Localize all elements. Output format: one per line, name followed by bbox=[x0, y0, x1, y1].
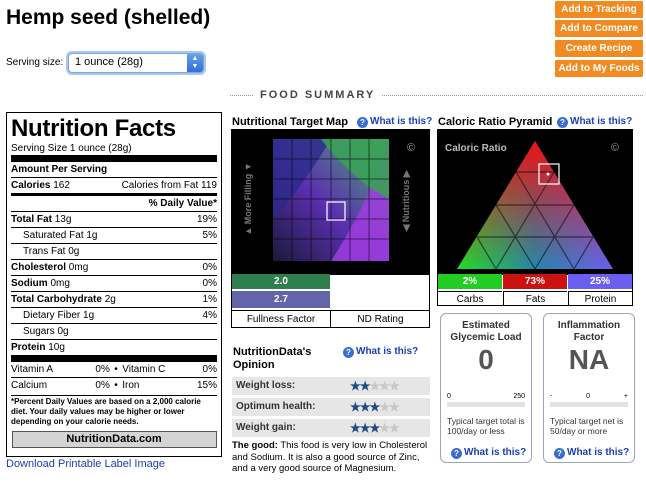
brand-link[interactable]: NutritionData.com bbox=[11, 431, 217, 448]
add-to-tracking-button[interactable]: Add to Tracking bbox=[555, 1, 643, 18]
fats-label: Fats bbox=[503, 291, 567, 306]
glycemic-help-link[interactable]: ? What is this? bbox=[451, 447, 526, 459]
serving-size-line: Serving Size 1 ounce (28g) bbox=[11, 143, 132, 154]
fullness-factor-label: Fullness Factor bbox=[232, 310, 330, 328]
inflammation-note: Typical target net is 50/day or more bbox=[550, 416, 624, 436]
glycemic-load-box: Estimated Glycemic Load 0 0 250 Typical t… bbox=[440, 313, 532, 463]
opinion-title: NutritionData's Opinion bbox=[233, 346, 312, 371]
opinion-help-link[interactable]: ? What is this? bbox=[343, 346, 418, 358]
serving-size-value: 1 ounce (28g) bbox=[75, 56, 143, 68]
saturated-fat-row: Saturated Fat 1g 5% bbox=[11, 227, 217, 243]
dietary-fiber-row: Dietary Fiber 1g 4% bbox=[11, 307, 217, 323]
inflammation-scale bbox=[550, 402, 628, 407]
nutrition-facts-title: Nutrition Facts bbox=[11, 115, 176, 142]
page-title: Hemp seed (shelled) bbox=[6, 6, 211, 29]
weight-loss-row: Weight loss: ★★★★★ bbox=[232, 377, 430, 395]
section-divider bbox=[230, 95, 643, 96]
inflammation-value: NA bbox=[568, 344, 610, 375]
nd-rating-label: ND Rating bbox=[330, 310, 430, 328]
svg-text:©: © bbox=[407, 142, 415, 154]
weight-loss-stars: ★★★★★ bbox=[350, 379, 400, 393]
inflammation-factor-box: Inflammation Factor NA -0 + Typical targe… bbox=[543, 313, 635, 463]
carbohydrate-row: Total Carbohydrate 2g 1% bbox=[11, 291, 217, 307]
select-arrows-icon: ▲ ▼ bbox=[187, 54, 203, 72]
carbs-label: Carbs bbox=[438, 291, 502, 306]
protein-percent: 25% bbox=[568, 274, 632, 289]
download-label-link[interactable]: Download Printable Label Image bbox=[6, 458, 165, 470]
glycemic-ticks: 0 250 bbox=[447, 393, 525, 400]
minerals-row: Calcium 0% • Iron 15% bbox=[11, 377, 217, 393]
add-to-my-foods-button[interactable]: Add to My Foods bbox=[555, 60, 643, 77]
target-map-title: Nutritional Target Map bbox=[232, 116, 348, 128]
optimum-health-stars: ★★★★★ bbox=[350, 400, 400, 414]
caloric-ratio-pyramid: Caloric Ratio © bbox=[437, 129, 633, 274]
fullness-score: 2.0 bbox=[232, 274, 330, 289]
inflammation-help-link[interactable]: ? What is this? bbox=[554, 447, 629, 459]
nd-rating-score: 2.7 bbox=[232, 291, 330, 308]
calories-row: Calories 162 Calories from Fat 119 bbox=[11, 177, 217, 193]
good-summary: The good: This food is very low in Chole… bbox=[232, 440, 428, 474]
fats-percent: 73% bbox=[503, 274, 567, 289]
serving-size-select[interactable]: 1 ounce (28g) ▲ ▼ bbox=[68, 53, 204, 73]
daily-value-header: % Daily Value* bbox=[11, 193, 217, 211]
trans-fat-row: Trans Fat 0g bbox=[11, 243, 217, 259]
help-icon: ? bbox=[451, 448, 462, 459]
sugars-row: Sugars 0g bbox=[11, 323, 217, 339]
target-map-help-link[interactable]: ? What is this? bbox=[357, 116, 432, 128]
sodium-row: Sodium 0mg 0% bbox=[11, 275, 217, 291]
serving-size-label: Serving size: bbox=[6, 57, 64, 68]
total-fat-row: Total Fat 13g 19% bbox=[11, 211, 217, 227]
glycemic-note: Typical target total is 100/day or less bbox=[447, 416, 525, 436]
target-map-chart: ▲ More Filling ▼ ◀ Nutritious ▶ © bbox=[231, 129, 430, 274]
carbs-percent: 2% bbox=[438, 274, 502, 289]
optimum-health-row: Optimum health: ★★★★★ bbox=[232, 398, 430, 416]
section-header: FOOD SUMMARY bbox=[254, 89, 382, 101]
help-icon: ? bbox=[557, 117, 568, 128]
add-to-compare-button[interactable]: Add to Compare bbox=[555, 20, 643, 37]
pyramid-title: Caloric Ratio Pyramid bbox=[438, 116, 553, 128]
svg-text:▲ More Filling ▼: ▲ More Filling ▼ bbox=[243, 162, 253, 235]
create-recipe-button[interactable]: Create Recipe bbox=[555, 40, 643, 57]
nutrition-facts-label: Nutrition Facts Serving Size 1 ounce (28… bbox=[6, 112, 222, 457]
cholesterol-row: Cholesterol 0mg 0% bbox=[11, 259, 217, 275]
protein-label: Protein bbox=[568, 291, 632, 306]
weight-gain-stars: ★★★★★ bbox=[350, 421, 400, 435]
vitamins-row: Vitamin A 0% • Vitamin C 0% bbox=[11, 355, 217, 377]
help-icon: ? bbox=[357, 117, 368, 128]
svg-text:◀ Nutritious ▶: ◀ Nutritious ▶ bbox=[401, 169, 411, 232]
help-icon: ? bbox=[554, 448, 565, 459]
glycemic-scale bbox=[447, 402, 525, 407]
glycemic-load-value: 0 bbox=[478, 344, 494, 375]
amount-per-serving: Amount Per Serving bbox=[11, 155, 217, 177]
weight-gain-row: Weight gain: ★★★★★ bbox=[232, 419, 430, 437]
help-icon: ? bbox=[343, 347, 354, 358]
inflammation-title: Inflammation Factor bbox=[557, 320, 621, 343]
pyramid-help-link[interactable]: ? What is this? bbox=[557, 116, 632, 128]
svg-text:Caloric Ratio: Caloric Ratio bbox=[445, 143, 507, 154]
inflammation-ticks: -0 + bbox=[550, 393, 628, 400]
daily-value-footnote: *Percent Daily Values are based on a 2,0… bbox=[11, 395, 217, 427]
svg-text:©: © bbox=[611, 142, 619, 154]
glycemic-load-title: Estimated Glycemic Load bbox=[450, 320, 522, 343]
protein-row: Protein 10g bbox=[11, 339, 217, 355]
